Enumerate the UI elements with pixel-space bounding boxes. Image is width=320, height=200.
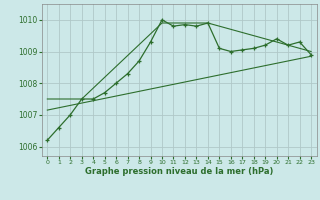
X-axis label: Graphe pression niveau de la mer (hPa): Graphe pression niveau de la mer (hPa) [85,167,273,176]
